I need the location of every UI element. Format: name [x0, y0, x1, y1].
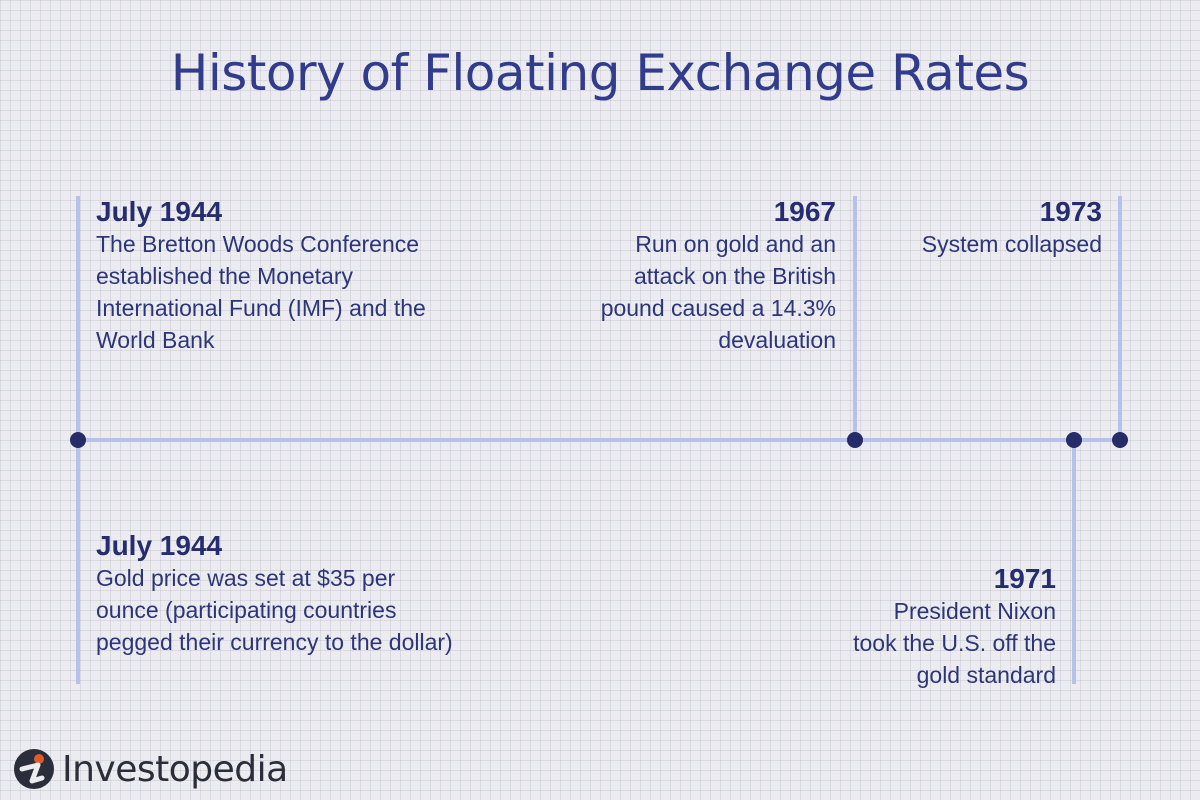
- page-title: History of Floating Exchange Rates: [170, 44, 1030, 102]
- connector-1971: [1072, 440, 1076, 684]
- event-description: The Bretton Woods Conference established…: [96, 231, 426, 353]
- event-year: 1967: [773, 196, 836, 227]
- timeline-dot-1944: [70, 432, 86, 448]
- event-year: July 1944: [96, 196, 223, 227]
- event-description: Gold price was set at $35 per ounce (par…: [96, 565, 453, 655]
- event-year: 1973: [1039, 196, 1102, 227]
- logo-text: Investopedia: [62, 748, 288, 790]
- event-july-1944-gold-price: July 1944 Gold price was set at $35 per …: [96, 530, 456, 658]
- timeline-axis: [78, 438, 1122, 442]
- timeline-dot-1973: [1112, 432, 1128, 448]
- timeline-dot-1971: [1066, 432, 1082, 448]
- event-description: President Nixon took the U.S. off the go…: [853, 598, 1056, 688]
- event-1971: 1971 President Nixon took the U.S. off t…: [846, 563, 1056, 691]
- investopedia-logo: Investopedia: [12, 745, 288, 793]
- event-description: System collapsed: [921, 231, 1102, 257]
- event-1973: 1973 System collapsed: [876, 196, 1102, 260]
- event-year: 1971: [993, 563, 1056, 594]
- event-july-1944-bretton-woods: July 1944 The Bretton Woods Conference e…: [96, 196, 456, 356]
- event-year: July 1944: [96, 530, 223, 561]
- connector-1944-below: [76, 440, 80, 684]
- event-1967: 1967 Run on gold and an attack on the Br…: [596, 196, 836, 356]
- connector-1944-above: [76, 196, 80, 440]
- timeline-dot-1967: [847, 432, 863, 448]
- investopedia-i-icon: [14, 749, 54, 789]
- event-description: Run on gold and an attack on the British…: [600, 231, 836, 353]
- connector-1967: [853, 196, 857, 440]
- connector-1973: [1118, 196, 1122, 440]
